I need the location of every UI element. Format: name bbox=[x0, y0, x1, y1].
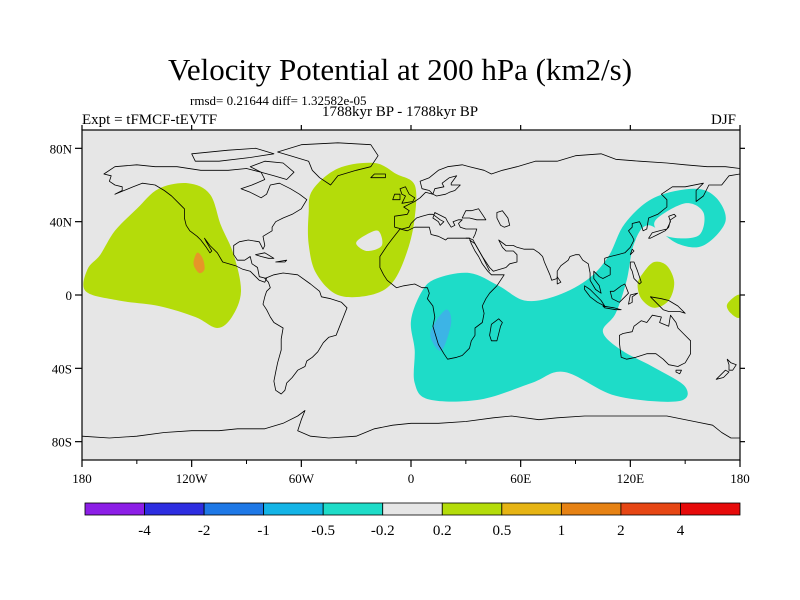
coastline-layer bbox=[82, 142, 740, 439]
colorbar-label-6: 0.5 bbox=[492, 523, 511, 539]
coastline-australia bbox=[619, 314, 691, 367]
coastline-arabia-red-sea bbox=[469, 239, 490, 272]
contour-fill-layer bbox=[83, 162, 740, 402]
colorbar-label-7: 1 bbox=[558, 523, 566, 539]
south-africa-negative-region bbox=[410, 188, 726, 402]
colorbar-bin-1 bbox=[144, 502, 205, 516]
colorbar-label-9: 4 bbox=[677, 523, 685, 539]
coastline-africa bbox=[379, 226, 505, 360]
y-tick-label-80N: 80N bbox=[50, 141, 73, 156]
coastline-borneo bbox=[609, 283, 629, 303]
coastline-south-america bbox=[262, 272, 348, 395]
colorbar-bin-9 bbox=[620, 502, 681, 516]
x-tick-label-120W: 120W bbox=[176, 471, 209, 486]
colorbar-label-2: -1 bbox=[257, 523, 270, 539]
colorbar-bin-6 bbox=[441, 502, 503, 516]
colorbar-bin-5 bbox=[382, 502, 443, 516]
north-pacific-positive-region bbox=[83, 182, 242, 328]
coastline-tasmania bbox=[675, 369, 682, 375]
y-tick-label-40S: 40S bbox=[52, 361, 72, 376]
coastline-iceland bbox=[370, 173, 386, 179]
colorbar-bin-8 bbox=[560, 502, 622, 516]
colorbar-bin-0 bbox=[84, 502, 145, 516]
coastline-mediterranean-north bbox=[394, 212, 478, 239]
coastline-antarctica bbox=[82, 410, 740, 439]
caribbean-hole bbox=[356, 230, 383, 252]
colorbar-label-5: 0.2 bbox=[433, 523, 452, 539]
coastline-sri-lanka bbox=[556, 276, 562, 285]
coastline-caspian bbox=[496, 210, 511, 228]
x-tick-label-0: 0 bbox=[408, 471, 415, 486]
coastline-arctic-islands bbox=[191, 147, 275, 162]
coastline-sulawesi bbox=[628, 292, 638, 305]
coastline-madagascar bbox=[489, 318, 503, 342]
colorbar-bin-2 bbox=[203, 502, 265, 516]
y-tick-label-40N: 40N bbox=[50, 215, 73, 230]
period-label: 1788kyr BP - 1788kyr BP bbox=[322, 104, 479, 120]
chart-title: Velocity Potential at 200 hPa (km2/s) bbox=[167, 52, 633, 87]
coastline-eurasia bbox=[394, 153, 740, 228]
coastline-new-zealand-south bbox=[715, 369, 730, 380]
y-tick-label-0: 0 bbox=[66, 288, 73, 303]
x-tick-label-180: 180 bbox=[730, 471, 750, 486]
coastline-taiwan-philippines bbox=[629, 248, 635, 256]
colorbar-bin-10 bbox=[680, 502, 741, 516]
dateline-positive-edge-region bbox=[726, 294, 740, 319]
coastline-black-sea-caspian bbox=[461, 208, 487, 221]
west-pacific-positive-region bbox=[637, 261, 675, 308]
coastline-sumatra bbox=[584, 285, 606, 307]
colorbar: -4 -2 -1 -0.5 -0.2 0.2 0.5 1 2 4 bbox=[84, 502, 741, 539]
x-tick-label-180: 180 bbox=[72, 471, 92, 486]
coastline-new-guinea bbox=[650, 296, 686, 314]
season-label: DJF bbox=[711, 112, 737, 128]
coastline-hispaniola bbox=[275, 259, 288, 263]
coastline-uk bbox=[399, 186, 416, 204]
coastline-cuba bbox=[255, 252, 275, 259]
experiment-label: Expt = tFMCF-tEVTF bbox=[82, 112, 218, 128]
coastline-ireland bbox=[392, 193, 401, 201]
coastline-asia-east bbox=[465, 173, 740, 294]
coastline-new-zealand bbox=[726, 358, 737, 371]
madagascar-core-region bbox=[430, 309, 452, 351]
coastline-north-america bbox=[103, 164, 308, 283]
coastline-greenland bbox=[277, 142, 379, 186]
rmsd-diff-stats: rmsd= 0.21644 diff= 1.32582e-05 bbox=[190, 93, 367, 108]
colorbar-bin-7 bbox=[501, 502, 562, 516]
axes: 180 120W 60W 0 60E 120E 180 80N 40N 0 40S 80S bbox=[50, 125, 750, 486]
x-tick-label-120E: 120E bbox=[617, 471, 645, 486]
coastline-scandinavia-baltic bbox=[432, 175, 461, 197]
colorbar-label-1: -2 bbox=[198, 523, 211, 539]
colorbar-label-3: -0.5 bbox=[311, 523, 335, 539]
coastline-java bbox=[602, 305, 622, 311]
colorbar-label-4: -0.2 bbox=[371, 523, 395, 539]
y-tick-label-80S: 80S bbox=[52, 435, 72, 450]
colorbar-bin-3 bbox=[263, 502, 324, 516]
colorbar-label-8: 2 bbox=[617, 523, 625, 539]
colorbar-bin-4 bbox=[322, 502, 384, 516]
mexico-positive-core-region bbox=[193, 252, 205, 274]
atlantic-positive-region bbox=[307, 162, 417, 298]
coastline-baffin bbox=[249, 160, 295, 180]
colorbar-label-0: -4 bbox=[138, 523, 151, 539]
coastline-philippines bbox=[629, 261, 642, 285]
x-tick-label-60E: 60E bbox=[510, 471, 531, 486]
x-tick-label-60W: 60W bbox=[289, 471, 315, 486]
coastline-japan bbox=[648, 213, 677, 239]
